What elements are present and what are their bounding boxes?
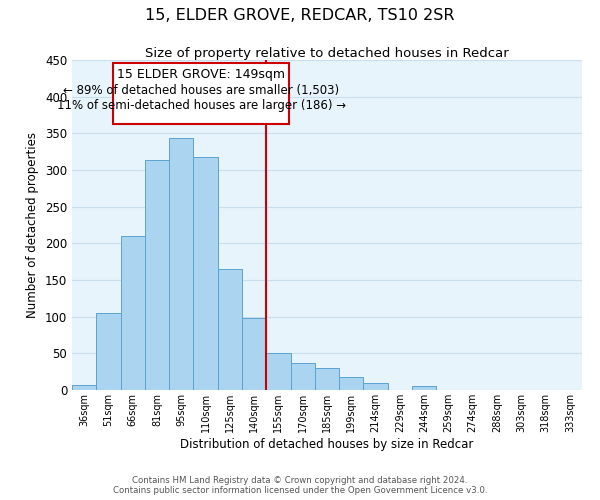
FancyBboxPatch shape (113, 63, 289, 124)
Bar (339, 377, 364, 390)
Bar (193, 157, 218, 390)
Text: 15 ELDER GROVE: 149sqm: 15 ELDER GROVE: 149sqm (118, 68, 286, 81)
Text: Contains HM Land Registry data © Crown copyright and database right 2024.
Contai: Contains HM Land Registry data © Crown c… (113, 476, 487, 495)
Bar (242, 318, 266, 390)
Text: ← 89% of detached houses are smaller (1,503): ← 89% of detached houses are smaller (1,… (63, 84, 340, 96)
Bar (266, 354, 290, 390)
Text: 15, ELDER GROVE, REDCAR, TS10 2SR: 15, ELDER GROVE, REDCAR, TS10 2SR (145, 8, 455, 22)
Bar (364, 384, 388, 390)
Bar (96, 313, 121, 390)
Text: 11% of semi-detached houses are larger (186) →: 11% of semi-detached houses are larger (… (57, 99, 346, 112)
Bar (218, 269, 242, 390)
Bar (315, 368, 339, 390)
Bar (290, 363, 315, 390)
Bar (121, 236, 145, 390)
Bar (145, 160, 169, 390)
Title: Size of property relative to detached houses in Redcar: Size of property relative to detached ho… (145, 47, 509, 60)
X-axis label: Distribution of detached houses by size in Redcar: Distribution of detached houses by size … (181, 438, 473, 450)
Bar (72, 385, 96, 390)
Bar (412, 386, 436, 390)
Y-axis label: Number of detached properties: Number of detached properties (26, 132, 40, 318)
Bar (169, 138, 193, 390)
